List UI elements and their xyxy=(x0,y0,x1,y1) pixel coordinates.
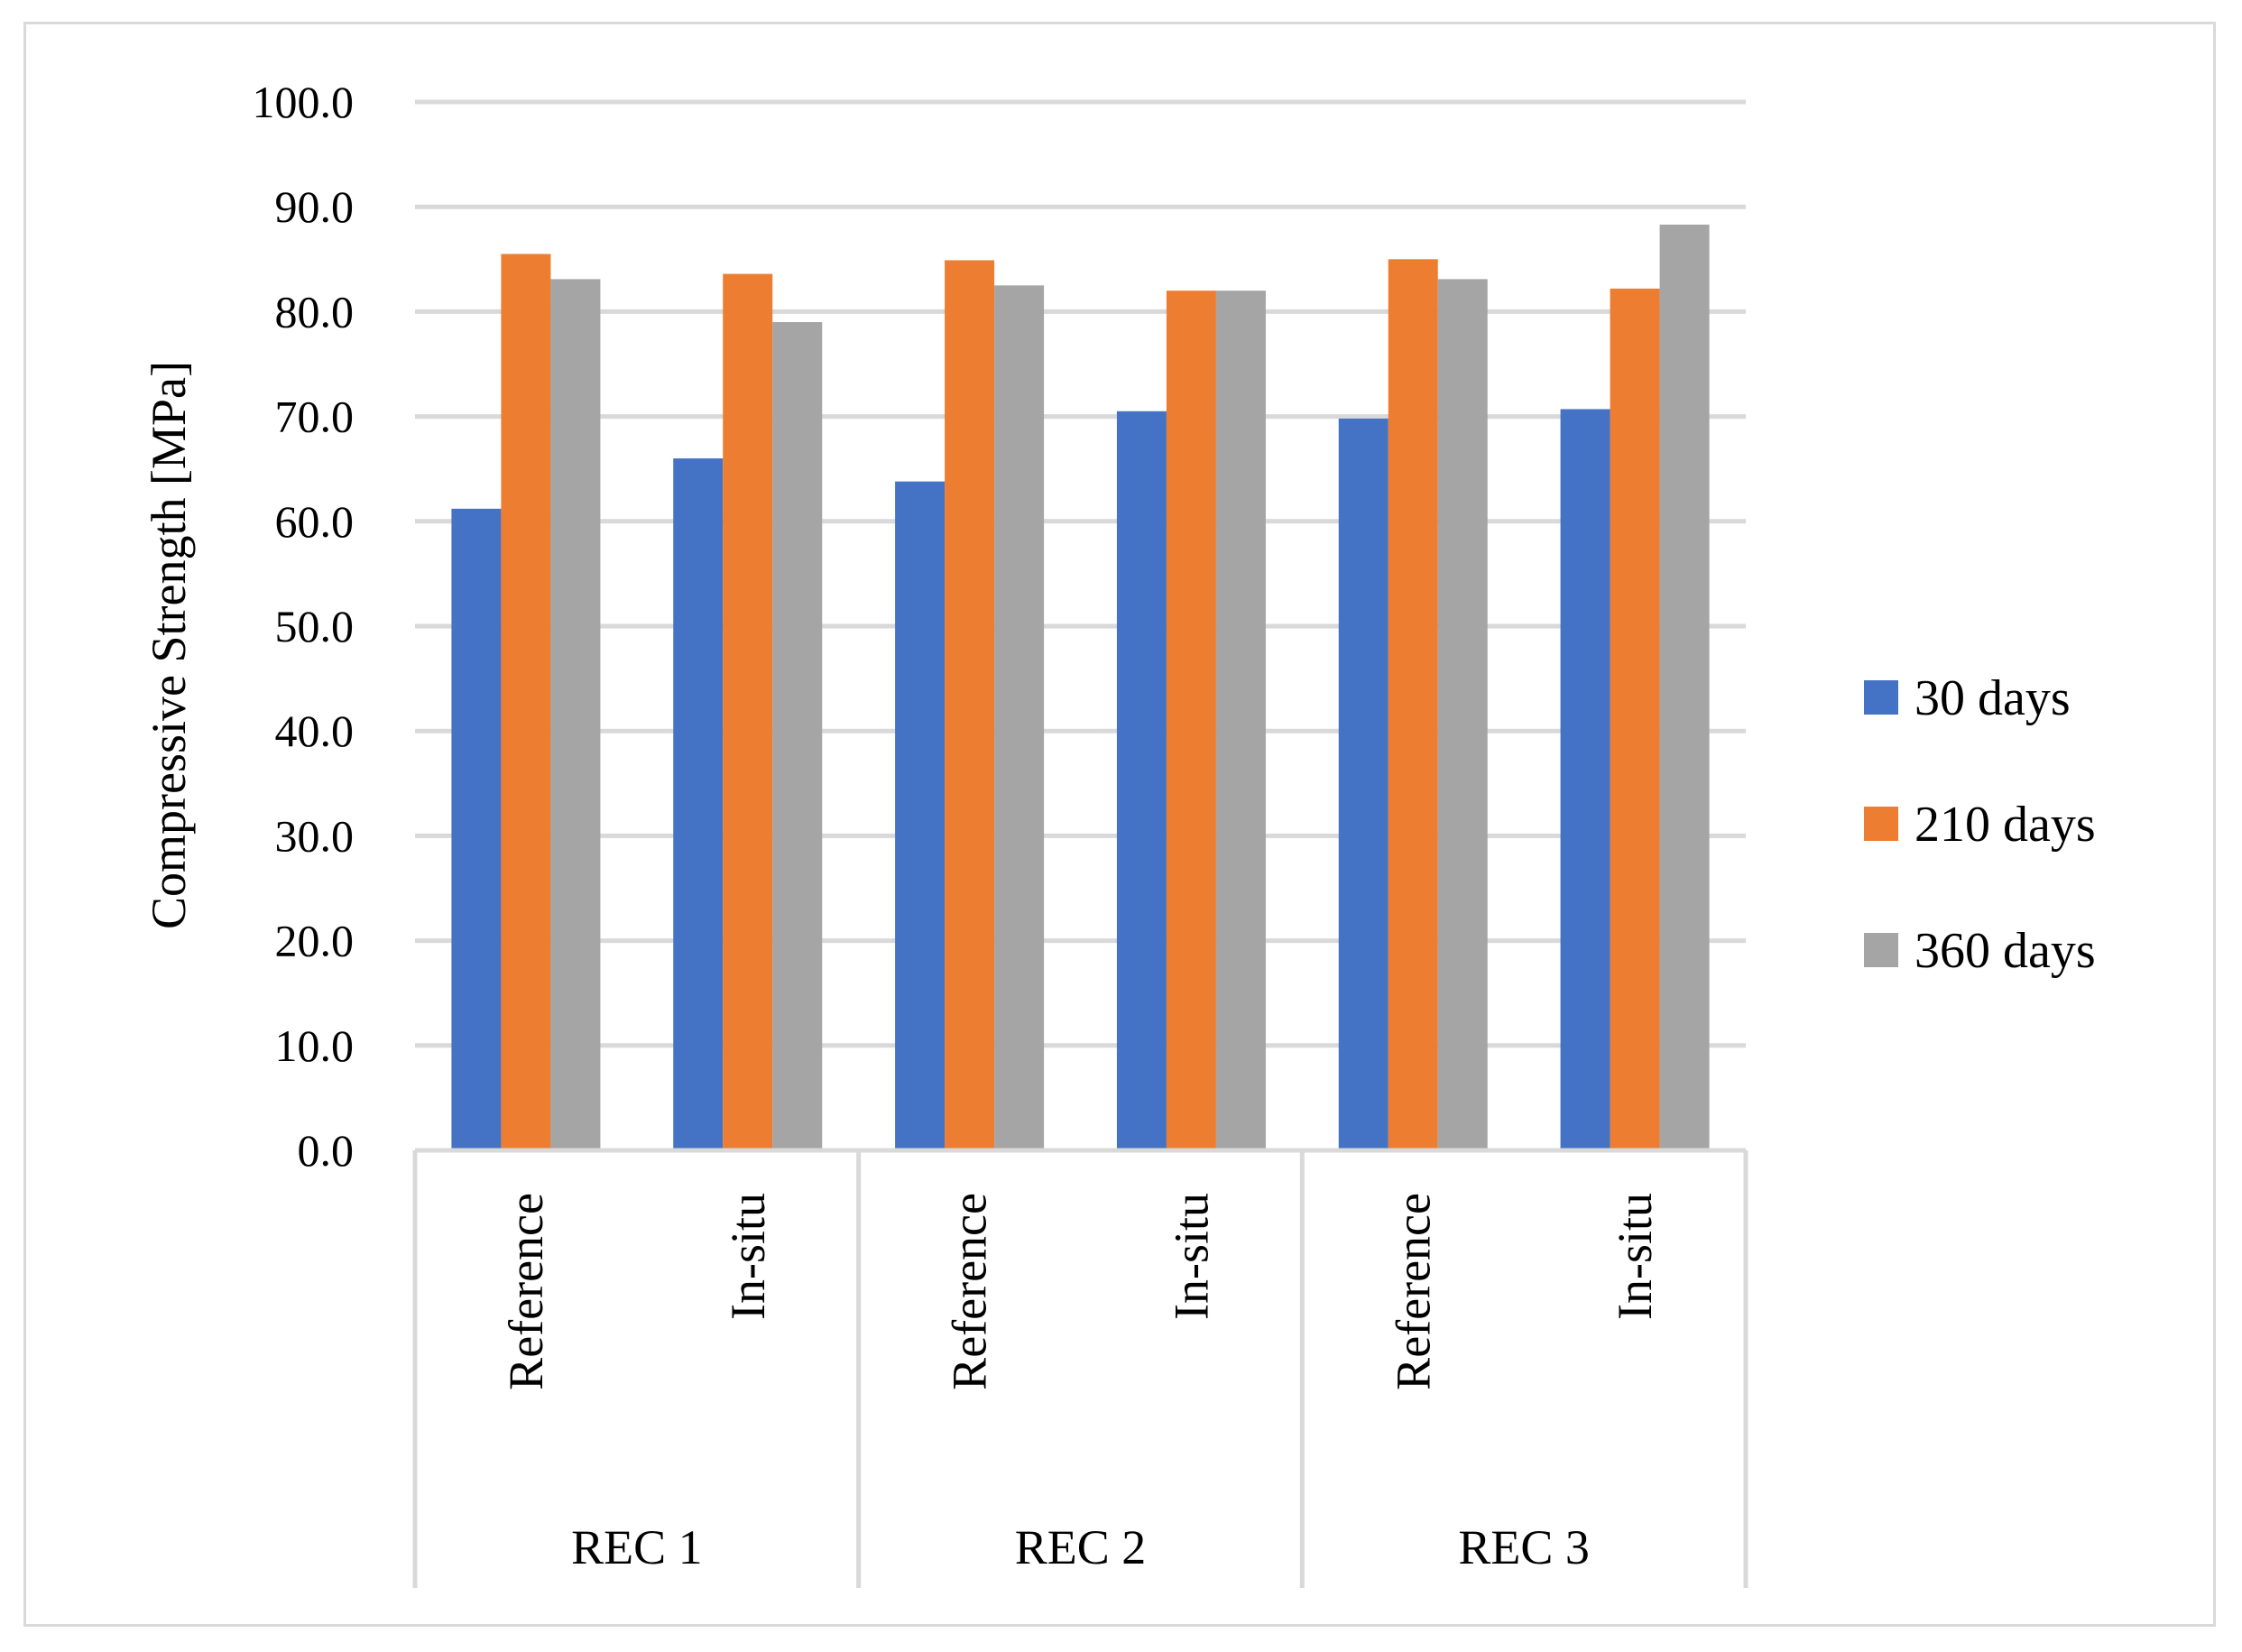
bar-30-days xyxy=(1338,418,1389,1150)
y-axis-title: Compressive Strength [MPa] xyxy=(142,361,196,929)
y-tick-label: 40.0 xyxy=(275,706,355,756)
legend-swatch xyxy=(1864,807,1898,841)
legend-swatch xyxy=(1864,933,1898,967)
x-axis xyxy=(412,1148,1748,1588)
y-tick-label: 0.0 xyxy=(298,1125,355,1176)
bar-30-days xyxy=(1560,409,1610,1150)
legend-swatch xyxy=(1864,680,1898,715)
bar-210-days xyxy=(1610,288,1660,1150)
bar-30-days xyxy=(1116,411,1167,1150)
x-axis-labels: Reference In-situ REC 1 Reference In-situ REC… xyxy=(499,1193,1662,1574)
y-tick-label: 70.0 xyxy=(275,392,355,442)
bar-30-days xyxy=(673,458,724,1151)
x-subcategory-label: Reference xyxy=(499,1193,553,1390)
y-tick-label: 100.0 xyxy=(253,77,355,127)
y-tick-label: 50.0 xyxy=(275,601,355,651)
bar-210-days xyxy=(1388,259,1438,1150)
y-tick-label: 30.0 xyxy=(275,810,355,861)
y-tick-label: 20.0 xyxy=(275,916,355,966)
x-subcategory-label: In-situ xyxy=(1164,1193,1218,1320)
gridlines xyxy=(415,99,1746,1048)
bar-360-days xyxy=(772,322,823,1150)
x-group-label: REC 3 xyxy=(1458,1520,1590,1574)
bar-360-days xyxy=(994,285,1045,1151)
bars xyxy=(451,224,1710,1151)
legend-item[interactable]: 210 days xyxy=(1864,797,2096,853)
legend-item[interactable]: 30 days xyxy=(1864,670,2071,726)
bar-30-days xyxy=(451,508,502,1150)
bar-360-days xyxy=(1659,224,1710,1151)
legend-item[interactable]: 360 days xyxy=(1864,923,2096,979)
bar-360-days xyxy=(1437,279,1488,1150)
legend-label: 360 days xyxy=(1914,923,2096,979)
bar-210-days xyxy=(1166,291,1216,1150)
legend[interactable]: 30 days 210 days 360 days xyxy=(1864,670,2096,979)
x-group-label: REC 2 xyxy=(1015,1520,1147,1574)
bar-30-days xyxy=(895,481,946,1150)
y-tick-label: 90.0 xyxy=(275,181,355,232)
x-subcategory-label: Reference xyxy=(1386,1193,1440,1390)
y-tick-label: 60.0 xyxy=(275,496,355,547)
legend-label: 30 days xyxy=(1914,670,2071,726)
bar-210-days xyxy=(501,254,551,1150)
legend-label: 210 days xyxy=(1914,797,2096,853)
bar-210-days xyxy=(945,260,995,1150)
bar-360-days xyxy=(1215,291,1266,1150)
x-subcategory-label: In-situ xyxy=(1608,1193,1662,1320)
y-tick-label: 10.0 xyxy=(275,1020,355,1071)
y-axis-ticks: 0.0 10.0 20.0 30.0 40.0 50.0 60.0 70.0 80.0 90.0 1… xyxy=(253,77,355,1176)
x-group-label: REC 1 xyxy=(571,1520,703,1574)
y-tick-label: 80.0 xyxy=(275,286,355,337)
bar-360-days xyxy=(550,279,601,1150)
x-subcategory-label: In-situ xyxy=(721,1193,775,1320)
bar-210-days xyxy=(723,273,773,1150)
x-subcategory-label: Reference xyxy=(943,1193,997,1390)
